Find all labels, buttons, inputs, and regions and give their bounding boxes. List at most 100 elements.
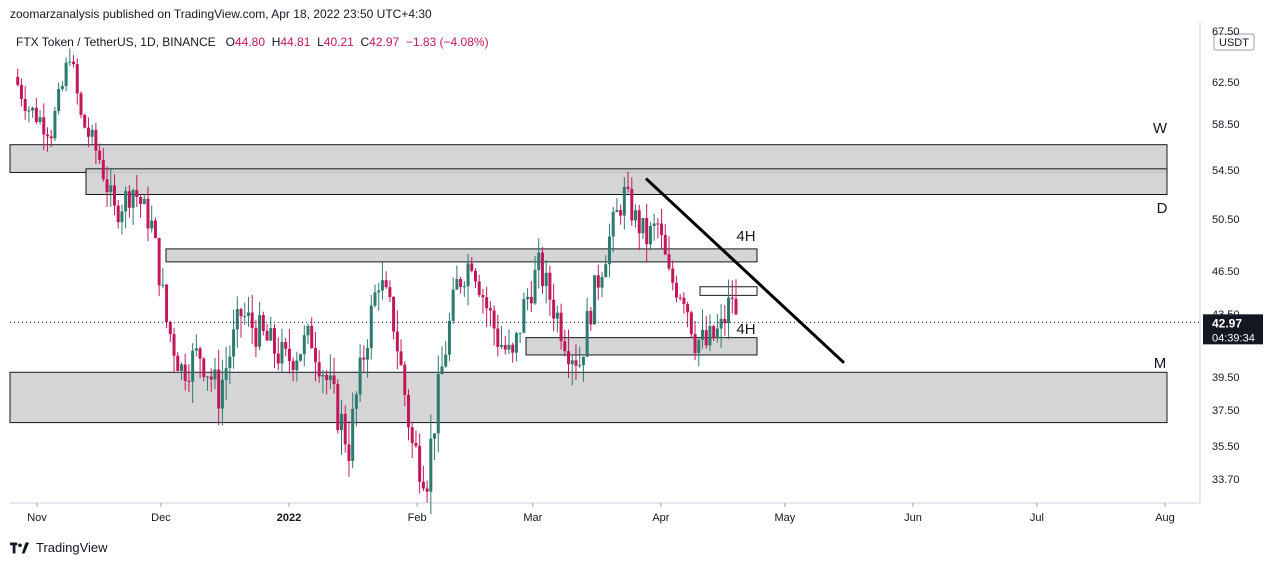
candle-body [555, 312, 559, 319]
candle-body [715, 328, 719, 339]
candle-body [548, 272, 552, 300]
candle-body [202, 358, 206, 378]
low-label: L [317, 35, 324, 49]
candle-body [299, 354, 303, 361]
candle-body [697, 339, 701, 353]
candle-body [34, 107, 38, 122]
candle-body [514, 333, 518, 353]
candle-body [734, 298, 738, 315]
currency-badge[interactable] [1213, 33, 1255, 51]
candle-body [686, 303, 690, 313]
y-axis[interactable]: USDT67.5062.5058.5054.5050.5046.5043.503… [1212, 26, 1255, 486]
candle-body [321, 374, 325, 377]
last-price-label: 42.97 [1212, 316, 1242, 330]
close-label: C [360, 35, 370, 49]
candle-body [615, 210, 619, 212]
candle-body [693, 334, 697, 353]
candle-body [131, 190, 135, 208]
candle-body [243, 315, 247, 317]
candle-body [250, 312, 254, 328]
y-tick-label: 50.50 [1212, 214, 1240, 226]
candle-body [600, 276, 604, 288]
candle-body [60, 86, 64, 90]
candle-body [619, 210, 623, 216]
attribution-text: zoomarzanalysis published on TradingView… [10, 7, 432, 21]
candle-body [139, 197, 143, 204]
candle-body [220, 379, 224, 409]
candle-body [559, 312, 563, 342]
candle-body [459, 279, 463, 287]
tradingview-logo-icon [10, 542, 30, 553]
candle-body [526, 296, 530, 300]
candle-body [187, 380, 191, 382]
symbol-name[interactable]: FTX Token / TetherUS, 1D, BINANCE [16, 35, 216, 49]
x-tick-label: Jul [1030, 512, 1044, 524]
zone-box[interactable] [9, 371, 1168, 424]
candle-body [72, 61, 76, 65]
candle-body [462, 286, 466, 288]
candle-body [406, 394, 410, 428]
footer-brand[interactable]: TradingView [36, 540, 108, 555]
footer: TradingView [10, 540, 108, 555]
candle-body [150, 220, 154, 229]
candle-body [94, 129, 98, 151]
y-tick-label: 58.50 [1212, 119, 1240, 131]
candle-body [351, 408, 355, 461]
candle-body [347, 444, 351, 461]
y-tick-label: 62.50 [1212, 77, 1240, 89]
candle-body [604, 264, 608, 277]
candle-body [239, 309, 243, 317]
candle-body [373, 292, 377, 306]
candle-body [574, 360, 578, 366]
candle-body [146, 198, 150, 229]
candle-body [410, 427, 414, 444]
change-value: −1.83 (−4.08%) [405, 35, 489, 49]
candle-body [168, 322, 172, 335]
candle-body [701, 330, 705, 340]
price-marker-layer: 42.97 04:39:34 [10, 314, 1263, 345]
y-tick-label: 67.50 [1212, 26, 1240, 38]
candle-body [611, 211, 615, 237]
x-tick-label: Mar [523, 512, 542, 524]
zone-box[interactable] [85, 168, 1168, 196]
candle-body [235, 309, 239, 330]
candle-body [567, 351, 571, 365]
candle-body [477, 281, 481, 296]
x-tick-label: May [774, 512, 795, 524]
candle-body [23, 98, 27, 111]
candle-body [124, 191, 128, 212]
candle-body [354, 394, 358, 409]
candle-body [485, 297, 489, 309]
candle-body [358, 357, 362, 395]
candle-body [444, 354, 448, 367]
open-label: O [225, 35, 235, 49]
candle-body [157, 237, 161, 286]
candle-body [529, 296, 533, 304]
candle-body [433, 433, 437, 439]
candle-body [142, 198, 146, 204]
candle-body [86, 127, 90, 137]
candle-body [607, 236, 611, 265]
candle-body [540, 252, 544, 287]
candle-body [384, 280, 388, 288]
candle-body [90, 129, 94, 137]
candle-body [176, 355, 180, 372]
x-axis[interactable]: Nov Dec 2022 Feb Mar Apr May Jun Jul Aug [27, 503, 1175, 524]
low-value: 40.21 [323, 35, 354, 49]
candle-body [447, 320, 451, 355]
candle-body [689, 312, 693, 335]
candle-body [246, 312, 250, 316]
candle-body [362, 357, 366, 360]
candle-body [209, 376, 213, 380]
candle-body [481, 295, 485, 298]
trendline[interactable] [644, 177, 846, 364]
candle-body [295, 360, 299, 371]
zone-box[interactable] [9, 144, 1168, 173]
candle-body [194, 348, 198, 351]
candle-body [112, 185, 116, 206]
candle-body [392, 297, 396, 332]
candle-body [45, 134, 49, 137]
candle-body [589, 310, 593, 325]
candle-body [671, 268, 675, 283]
